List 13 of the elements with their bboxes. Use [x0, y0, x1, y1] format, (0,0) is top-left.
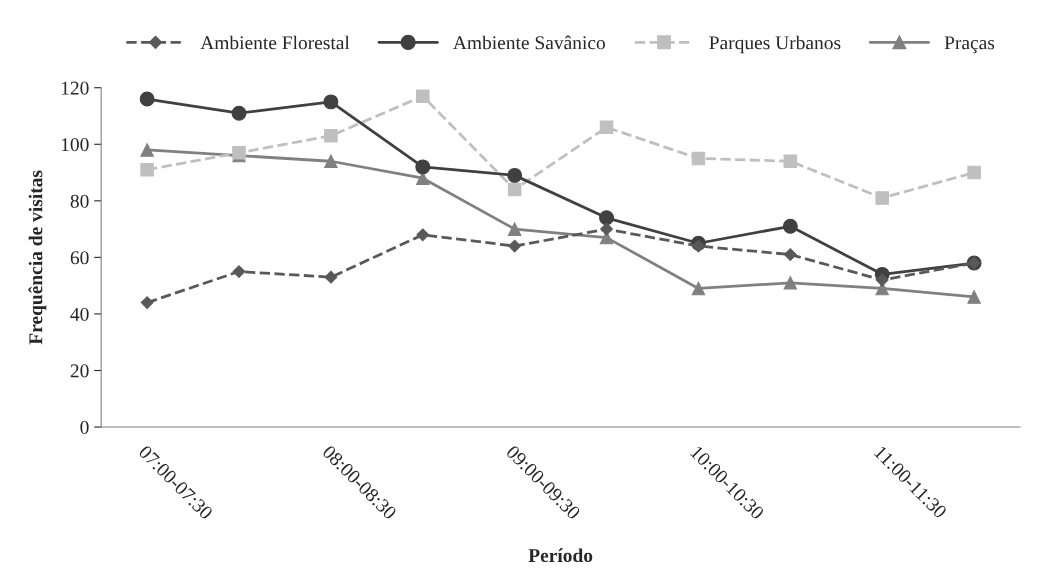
- x-axis-title: Período: [528, 548, 593, 563]
- legend-label: Ambiente Florestal: [200, 35, 350, 50]
- y-tick-label: 0: [80, 420, 89, 434]
- y-tick-label: 40: [70, 307, 89, 321]
- legend-label: Ambiente Savânico: [453, 35, 605, 50]
- legend-label: Parques Urbanos: [709, 35, 841, 54]
- y-tick-label: 100: [61, 138, 89, 152]
- y-tick-label: 80: [70, 194, 89, 208]
- y-tick-label: 20: [70, 364, 89, 378]
- y-tick-label: 60: [70, 251, 89, 265]
- y-axis-title: Frequência de visitas: [28, 170, 47, 345]
- legend-label: Praças: [944, 36, 995, 54]
- y-tick-label: 120: [61, 81, 89, 95]
